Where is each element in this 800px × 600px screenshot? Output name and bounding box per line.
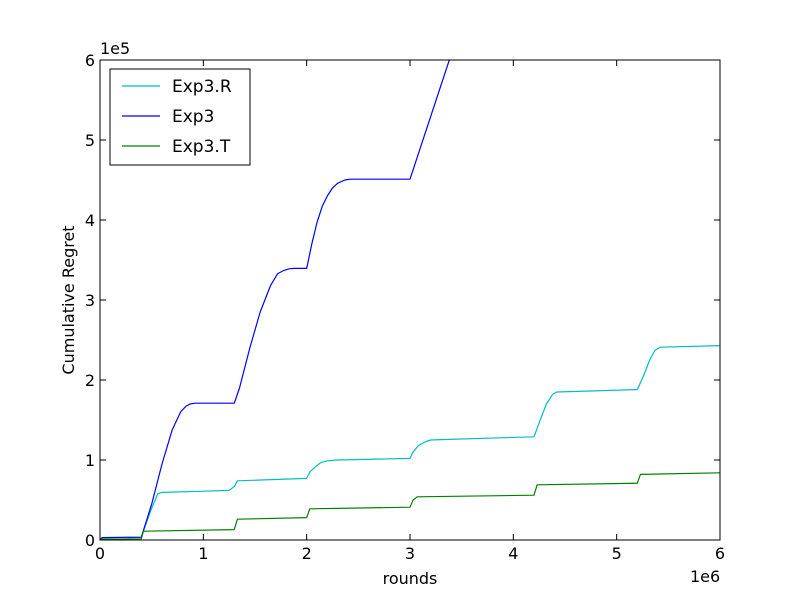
y-tick-label: 1: [85, 451, 95, 470]
x-tick-label: 3: [405, 544, 415, 563]
x-tick-label: 0: [95, 544, 105, 563]
legend: Exp3.R Exp3 Exp3.T: [109, 68, 251, 166]
legend-label: Exp3: [172, 107, 214, 127]
legend-label: Exp3.R: [172, 77, 232, 97]
series-line-exp3-r: [100, 345, 720, 540]
x-tick-label: 1: [198, 544, 208, 563]
y-tick-label: 2: [85, 371, 95, 390]
y-tick-label: 3: [85, 291, 95, 310]
x-axis-label: rounds: [383, 569, 438, 588]
legend-box: [109, 68, 251, 166]
y-tick-label: 4: [85, 211, 95, 230]
x-tick-label: 2: [302, 544, 312, 563]
y-tick-label: 0: [85, 531, 95, 550]
series-line-exp3: [100, 60, 450, 540]
y-axis-label: Cumulative Regret: [59, 225, 78, 374]
x-tick-label: 6: [715, 544, 725, 563]
x-tick-label: 4: [508, 544, 518, 563]
x-offset-label: 1e6: [690, 567, 720, 586]
y-tick-label: 6: [85, 51, 95, 70]
y-offset-label: 1e5: [100, 39, 130, 58]
x-tick-label: 5: [612, 544, 622, 563]
series-line-exp3-t: [100, 472, 720, 540]
series-layer: [100, 60, 720, 540]
y-tick-label: 5: [85, 131, 95, 150]
tick-labels-layer: 0 1 2 3 4 5 6 0 1 2 3 4 5 6: [85, 51, 725, 563]
ticks-layer: [99, 59, 721, 541]
legend-label: Exp3.T: [172, 137, 231, 157]
